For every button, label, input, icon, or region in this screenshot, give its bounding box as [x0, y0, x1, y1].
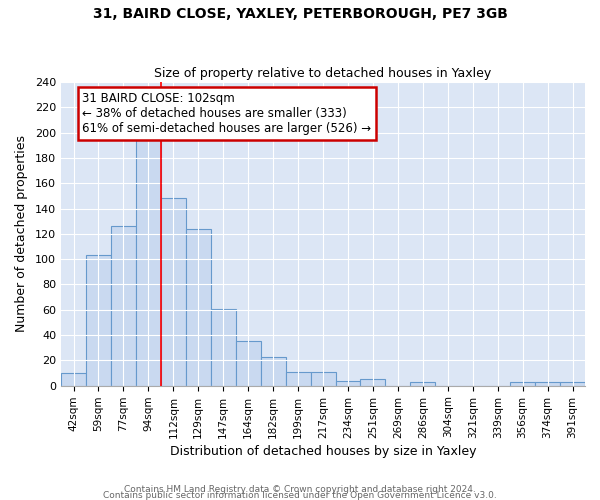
- Bar: [211, 308, 236, 386]
- Bar: [286, 372, 311, 386]
- Bar: [86, 256, 111, 386]
- Bar: [111, 226, 136, 386]
- Bar: [560, 382, 585, 386]
- Bar: [260, 356, 286, 386]
- Text: Contains public sector information licensed under the Open Government Licence v3: Contains public sector information licen…: [103, 490, 497, 500]
- Bar: [161, 198, 186, 386]
- Text: 31 BAIRD CLOSE: 102sqm
← 38% of detached houses are smaller (333)
61% of semi-de: 31 BAIRD CLOSE: 102sqm ← 38% of detached…: [82, 92, 371, 135]
- X-axis label: Distribution of detached houses by size in Yaxley: Distribution of detached houses by size …: [170, 444, 476, 458]
- Bar: [535, 382, 560, 386]
- Bar: [410, 382, 436, 386]
- Bar: [61, 373, 86, 386]
- Title: Size of property relative to detached houses in Yaxley: Size of property relative to detached ho…: [154, 66, 491, 80]
- Bar: [311, 372, 335, 386]
- Bar: [136, 132, 161, 386]
- Y-axis label: Number of detached properties: Number of detached properties: [15, 136, 28, 332]
- Bar: [510, 382, 535, 386]
- Text: 31, BAIRD CLOSE, YAXLEY, PETERBOROUGH, PE7 3GB: 31, BAIRD CLOSE, YAXLEY, PETERBOROUGH, P…: [92, 8, 508, 22]
- Bar: [335, 380, 361, 386]
- Bar: [236, 342, 260, 386]
- Bar: [361, 380, 385, 386]
- Text: Contains HM Land Registry data © Crown copyright and database right 2024.: Contains HM Land Registry data © Crown c…: [124, 484, 476, 494]
- Bar: [186, 229, 211, 386]
